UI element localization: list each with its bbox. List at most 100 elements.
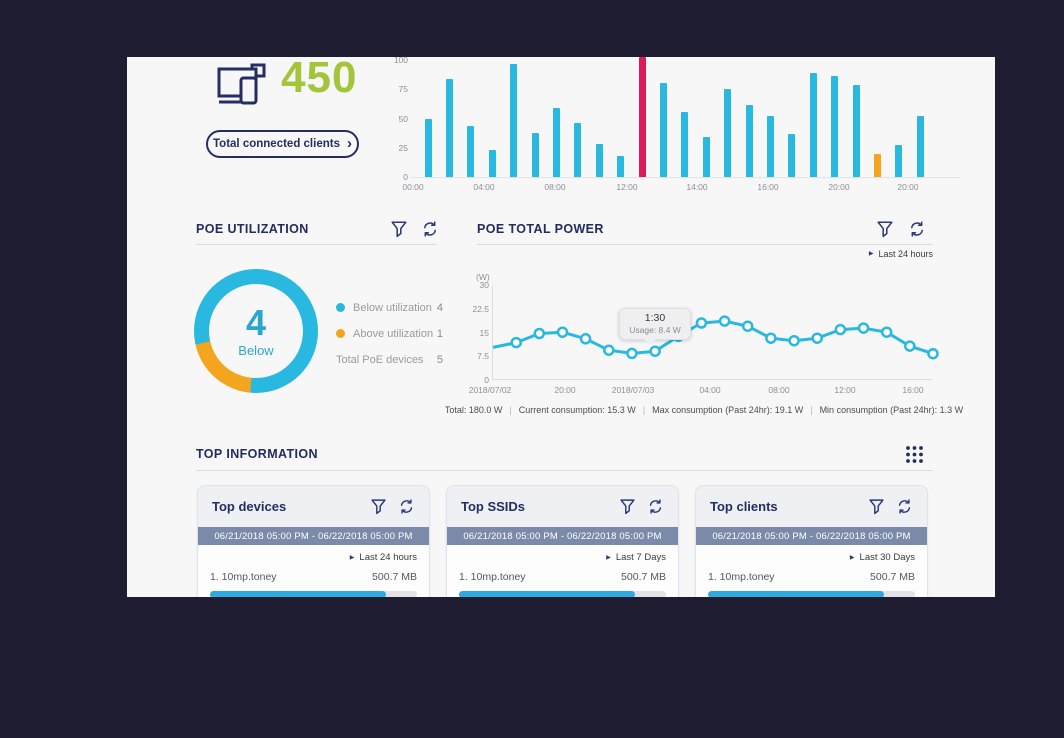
footer-separator: |	[642, 405, 646, 415]
legend-label: Total PoE devices	[336, 353, 424, 366]
poe-utilization-donut-chart: 4 Below	[194, 269, 318, 393]
card-period-label: Last 24 hours	[359, 552, 417, 563]
power-data-point	[880, 326, 893, 338]
donut-center: 4 Below	[209, 284, 303, 378]
power-data-point	[579, 333, 592, 345]
y-tick-label: 22.5	[472, 303, 489, 314]
card-date-range: 06/21/2018 05:00 PM - 06/22/2018 05:00 P…	[696, 527, 927, 545]
footer-stat: Max consumption (Past 24hr): 19.1 W	[652, 405, 804, 415]
power-data-point	[556, 326, 569, 338]
client-bar	[445, 78, 453, 177]
client-bar	[766, 116, 774, 177]
card-progress-fill	[210, 591, 386, 597]
client-bar	[574, 123, 582, 177]
client-bar	[424, 118, 432, 177]
x-tick-label: 04:00	[699, 385, 721, 395]
client-bar	[617, 155, 625, 177]
poe-total-power-range-selector[interactable]: ▶ Last 24 hours	[869, 249, 933, 259]
top-information-divider	[196, 470, 933, 471]
x-tick-label: 08:00	[768, 385, 790, 395]
y-tick-label: 25	[398, 142, 408, 153]
poe-utilization-filter-icon[interactable]	[390, 220, 408, 238]
card-title: Top SSIDs	[461, 499, 526, 514]
power-data-point	[510, 336, 522, 349]
card-entry-name: 1. 10mp.toney	[459, 571, 526, 583]
poe-total-power-title: POE TOTAL POWER	[477, 222, 604, 236]
card-period-selector[interactable]: ▶ Last 7 Days	[459, 552, 666, 563]
grid-layout-icon[interactable]	[905, 445, 924, 464]
client-bar	[916, 116, 924, 177]
client-bar	[831, 76, 839, 177]
card-progress-fill	[708, 591, 884, 597]
legend-value: 1	[436, 327, 443, 340]
client-bar	[638, 57, 646, 177]
x-tick-label: 12:00	[834, 385, 856, 395]
total-connected-clients-label: Total connected clients	[213, 138, 340, 150]
x-tick-label: 16:00	[902, 385, 924, 395]
footer-stat: Current consumption: 15.3 W	[518, 405, 636, 415]
tooltip-usage: Usage: 8.4 W	[629, 325, 681, 335]
dashboard-sheet: 450 Total connected clients › 100 75 50 25 0…	[127, 57, 995, 597]
poe-total-power-filter-icon[interactable]	[876, 220, 894, 238]
legend-row: Above utilization 1	[336, 325, 443, 342]
card-progress-track	[210, 591, 417, 597]
card-period-label: Last 30 Days	[859, 552, 915, 563]
card-filter-icon[interactable]	[868, 498, 885, 515]
x-tick-label: 20:00	[828, 182, 850, 192]
total-connected-clients-button[interactable]: Total connected clients ›	[206, 130, 359, 158]
poe-total-power-refresh-icon[interactable]	[908, 220, 926, 238]
clients-chart-y-axis: 100 75 50 25 0	[382, 57, 408, 182]
card-entry-name: 1. 10mp.toney	[210, 571, 277, 583]
legend-dot-icon	[336, 303, 345, 312]
client-bar	[659, 83, 667, 177]
donut-center-value: 4	[245, 301, 267, 343]
footer-separator: |	[810, 405, 813, 415]
card-refresh-icon[interactable]	[896, 498, 913, 515]
x-tick-label: 14:00	[686, 182, 708, 192]
card-title: Top devices	[212, 499, 287, 514]
x-tick-label: 12:00	[616, 182, 638, 192]
client-bar	[681, 111, 689, 177]
power-data-point	[857, 322, 870, 334]
card-entry-value: 500.7 MB	[870, 571, 915, 583]
card-progress-fill	[459, 591, 635, 597]
x-tick-label: 00:00	[402, 182, 424, 192]
y-tick-label: 15	[479, 327, 489, 338]
connected-devices-icon	[215, 62, 271, 111]
power-data-point	[834, 323, 847, 336]
y-tick-label: 50	[398, 113, 408, 124]
card-period-selector[interactable]: ▶ Last 30 Days	[708, 552, 915, 563]
power-data-point	[626, 347, 638, 360]
top-info-card: Top SSIDs 06/21/2018 05:00 PM - 06/22/20…	[446, 485, 679, 597]
y-tick-label: 100	[393, 57, 408, 65]
client-bar	[531, 132, 539, 177]
card-filter-icon[interactable]	[619, 498, 636, 515]
card-period-selector[interactable]: ▶ Last 24 hours	[210, 552, 417, 563]
power-line-chart	[492, 285, 939, 380]
power-data-point	[718, 315, 731, 327]
card-title: Top clients	[710, 499, 778, 514]
card-entry-value: 500.7 MB	[621, 571, 666, 583]
x-tick-label: 20:00	[554, 385, 576, 395]
legend-label: Below utilization	[353, 301, 432, 314]
donut-center-label: Below	[238, 342, 274, 358]
y-tick-label: 30	[479, 280, 489, 290]
legend-label: Above utilization	[353, 327, 434, 340]
card-entry-name: 1. 10mp.toney	[708, 571, 775, 583]
power-chart-tooltip: 1:30 Usage: 8.4 W	[619, 308, 691, 345]
tooltip-time: 1:30	[644, 312, 666, 324]
y-tick-label: 75	[398, 84, 408, 95]
card-filter-icon[interactable]	[370, 498, 387, 515]
connected-clients-count: 450	[281, 57, 358, 102]
card-header: Top devices	[198, 486, 429, 527]
card-header: Top SSIDs	[447, 486, 678, 527]
card-refresh-icon[interactable]	[398, 498, 415, 515]
poe-utilization-refresh-icon[interactable]	[421, 220, 439, 238]
power-data-point	[788, 334, 800, 347]
top-info-card: Top devices 06/21/2018 05:00 PM - 06/22/…	[197, 485, 430, 597]
card-refresh-icon[interactable]	[647, 498, 664, 515]
legend-row: Below utilization 4	[336, 299, 443, 316]
clients-bar-chart	[410, 57, 960, 178]
power-data-point	[904, 340, 916, 352]
footer-stat: Total: 180.0 W	[444, 405, 503, 415]
